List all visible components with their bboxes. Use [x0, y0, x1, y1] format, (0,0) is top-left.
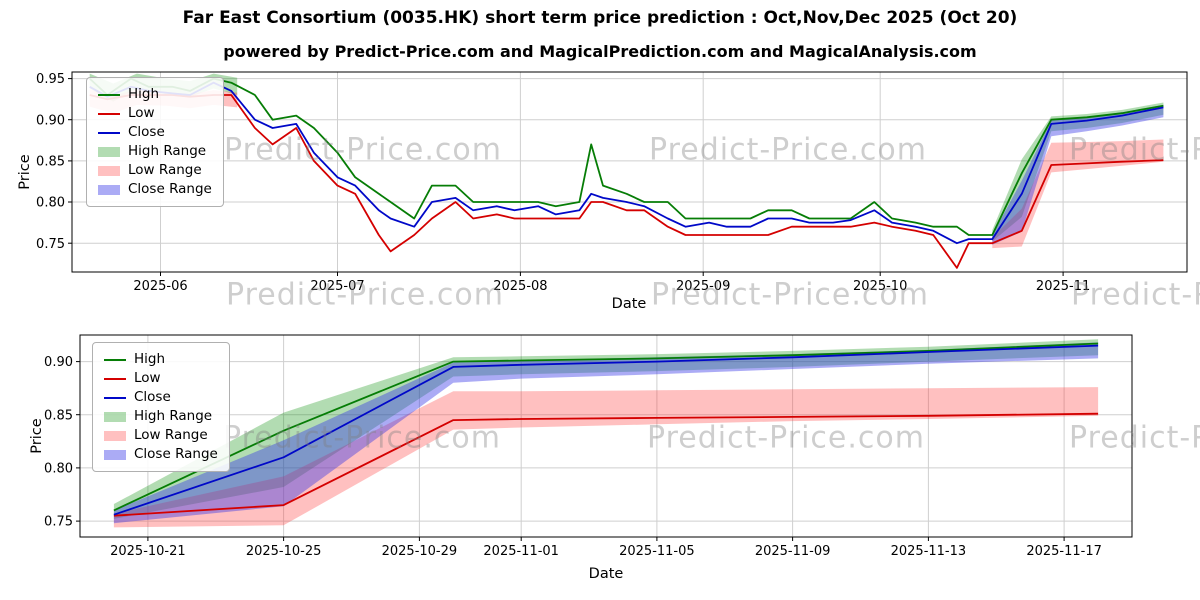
y-tick-label: 0.90	[44, 355, 73, 370]
legend-patch-sample	[98, 146, 120, 157]
high-line	[113, 342, 1099, 512]
x-tick-label: 2025-10	[853, 279, 907, 294]
legend-item-label: High Range	[134, 408, 213, 424]
legend-item-label: Close Range	[134, 446, 218, 462]
y-tick-label: 0.85	[36, 154, 65, 169]
legend-item-label: High Range	[128, 143, 207, 159]
high-range-band	[992, 102, 1164, 242]
legend-item-label: Close	[134, 389, 171, 405]
x-axis-label-top: Date	[611, 296, 647, 312]
legend-top: High Low Close High Range Low Range Close Ran…	[86, 77, 224, 207]
legend-item-low-range: Low Range	[104, 426, 218, 445]
y-tick-label: 0.75	[36, 237, 65, 252]
y-tick-label: 0.75	[44, 515, 73, 530]
y-tick-label: 0.95	[36, 72, 65, 87]
x-tick-label: 2025-10-29	[382, 544, 458, 559]
y-tick-label: 0.90	[36, 113, 65, 128]
page-subtitle: powered by Predict-Price.com and Magical…	[223, 42, 977, 61]
y-axis-label-top: Price	[17, 154, 33, 190]
legend-bottom: High Low Close High Range Low Range Close Ran…	[92, 342, 230, 472]
y-tick-label: 0.80	[44, 461, 73, 476]
plot-frame	[79, 334, 1133, 538]
legend-item-high: High	[98, 85, 212, 104]
legend-item-label: High	[134, 351, 166, 367]
legend-item-low: Low	[98, 104, 212, 123]
legend-item-close: Close	[104, 388, 218, 407]
legend-item-label: Close	[128, 124, 165, 140]
legend-item-label: Low Range	[134, 427, 208, 443]
legend-item-close-range: Close Range	[104, 445, 218, 464]
legend-patch-sample	[104, 449, 126, 460]
legend-item-low: Low	[104, 369, 218, 388]
low-line	[89, 94, 1164, 269]
chart-svg-1: 2025-10-21 2025-10-25 2025-10-29 2025-11-01…	[44, 334, 1133, 559]
legend-item-low-range: Low Range	[98, 161, 212, 180]
legend-item-label: Close Range	[128, 181, 212, 197]
close-line	[113, 344, 1099, 516]
legend-item-high-range: High Range	[98, 142, 212, 161]
x-tick-label: 2025-11-09	[755, 544, 831, 559]
x-tick-label: 2025-09	[676, 279, 730, 294]
close-line	[89, 81, 1164, 245]
plot-frame	[71, 71, 1188, 273]
x-tick-label: 2025-10-21	[110, 544, 186, 559]
legend-line-sample	[104, 358, 126, 361]
legend-line-sample	[98, 131, 120, 134]
legend-patch-sample	[104, 411, 126, 422]
x-tick-label: 2025-10-25	[246, 544, 322, 559]
x-tick-label: 2025-11-13	[891, 544, 967, 559]
x-tick-label: 2025-06	[133, 279, 187, 294]
page-title: Far East Consortium (0035.HK) short term…	[182, 8, 1018, 28]
legend-line-sample	[104, 396, 126, 399]
legend-item-label: Low Range	[128, 162, 202, 178]
legend-item-close: Close	[98, 123, 212, 142]
legend-patch-sample	[98, 165, 120, 176]
y-tick-label: 0.80	[36, 196, 65, 211]
y-axis-label-bottom: Price	[29, 418, 45, 454]
x-tick-label: 2025-11-01	[483, 544, 559, 559]
legend-patch-sample	[104, 430, 126, 441]
close-range-band	[992, 104, 1164, 245]
legend-item-high-range: High Range	[104, 407, 218, 426]
legend-item-label: Low	[134, 370, 161, 386]
legend-line-sample	[104, 377, 126, 380]
x-tick-label: 2025-08	[493, 279, 547, 294]
high-line	[89, 77, 1164, 236]
legend-line-sample	[98, 93, 120, 96]
legend-item-close-range: Close Range	[98, 180, 212, 199]
x-tick-label: 2025-11-05	[619, 544, 695, 559]
x-tick-label: 2025-11-17	[1026, 544, 1102, 559]
high-range-band	[113, 339, 1099, 519]
low-range-band	[992, 139, 1164, 249]
x-tick-label: 2025-07	[310, 279, 364, 294]
low-line	[113, 412, 1099, 517]
y-tick-label: 0.85	[44, 408, 73, 423]
close-range-band	[113, 342, 1099, 524]
legend-line-sample	[98, 112, 120, 115]
legend-item-label: High	[128, 86, 160, 102]
legend-item-high: High	[104, 350, 218, 369]
legend-item-label: Low	[128, 105, 155, 121]
x-axis-label-bottom: Date	[588, 566, 624, 582]
low-range-band	[113, 387, 1099, 528]
x-tick-label: 2025-11	[1036, 279, 1090, 294]
legend-patch-sample	[98, 184, 120, 195]
